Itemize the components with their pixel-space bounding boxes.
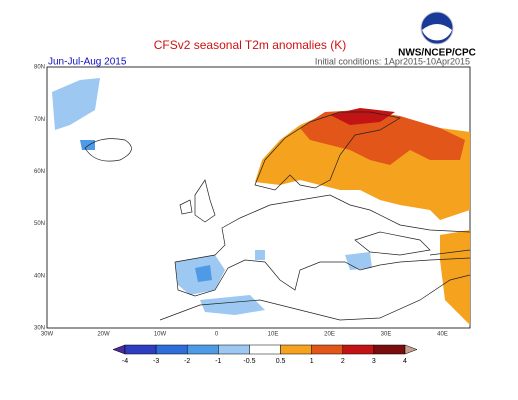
colorbar-segment — [249, 344, 281, 355]
lon-label: 0 — [215, 332, 219, 338]
lon-label: 30E — [381, 332, 392, 338]
colorbar-segment — [311, 344, 344, 355]
noaa-logo — [420, 11, 454, 45]
colorbar-label: 1 — [310, 358, 314, 365]
colorbar-arrow — [404, 344, 418, 355]
lon-label: 20W — [97, 332, 110, 338]
lat-label: 70N — [34, 117, 45, 123]
colorbar-arrow — [112, 344, 126, 355]
lon-label: 30W — [41, 332, 54, 338]
colorbar-segment — [373, 344, 406, 355]
lon-label: 10W — [154, 332, 167, 338]
colorbar-segment — [218, 344, 250, 355]
lat-label: 60N — [34, 169, 45, 175]
colorbar-label: 2 — [341, 358, 345, 365]
title: CFSv2 seasonal T2m anomalies (K) — [154, 38, 347, 52]
lon-label: 40E — [437, 332, 448, 338]
lat-label: 30N — [34, 326, 45, 332]
colorbar-segment — [280, 344, 312, 355]
colorbar-segment — [342, 344, 375, 355]
colorbar-label: -3 — [153, 358, 159, 365]
lon-label: 20E — [324, 332, 335, 338]
agency: NWS/NCEP/CPC — [398, 48, 476, 59]
colorbar-label: -1 — [215, 358, 221, 365]
initial-conditions: Initial conditions: 1Apr2015-10Apr2015 — [315, 56, 470, 66]
lat-label: 80N — [34, 65, 45, 71]
colorbar-segment — [186, 344, 219, 355]
colorbar-label: 0.5 — [276, 358, 286, 365]
colorbar-segment — [155, 344, 188, 355]
lat-label: 50N — [34, 221, 45, 227]
colorbar-segment — [124, 344, 157, 355]
lon-label: 10E — [268, 332, 279, 338]
colorbar-label: -4 — [122, 358, 128, 365]
colorbar-label: 3 — [372, 358, 376, 365]
colorbar-label: -2 — [184, 358, 190, 365]
season: Jun-Jul-Aug 2015 — [48, 57, 127, 68]
map — [46, 66, 471, 329]
colorbar-label: -0.5 — [243, 358, 255, 365]
colorbar-label: 4 — [403, 358, 407, 365]
colorbar: -4 -3 -2 -1 -0.5 0.5 1 2 3 4 — [112, 344, 418, 365]
lat-label: 40N — [34, 273, 45, 279]
